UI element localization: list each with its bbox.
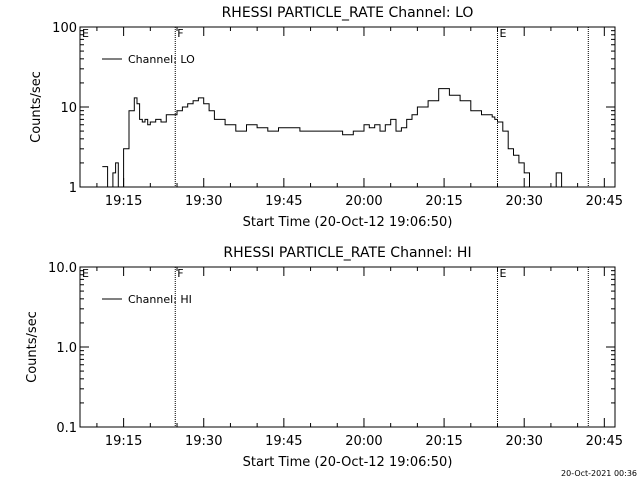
x-tick-label: 20:00 — [345, 434, 382, 449]
x-tick-label: 19:15 — [105, 194, 142, 209]
legend-label: Channel: HI — [128, 293, 192, 306]
x-tick-label: 20:45 — [586, 194, 623, 209]
chart-title: RHESSI PARTICLE_RATE Channel: HI — [223, 245, 471, 261]
annotation-label: F — [177, 27, 183, 40]
x-tick-label: 19:45 — [265, 434, 302, 449]
annotation-label: E — [82, 27, 89, 40]
chart-lo-channel: RHESSI PARTICLE_RATE Channel: LO 1 10 100 19… — [29, 5, 623, 230]
x-tick-label: 19:30 — [185, 434, 222, 449]
x-tick-label: 20:30 — [505, 194, 542, 209]
y-axis-label: Counts/sec — [29, 71, 44, 143]
annotation-label: E — [82, 267, 89, 280]
annotation-label: E — [499, 267, 506, 280]
legend-label: Channel: LO — [128, 53, 195, 66]
x-axis-label: Start Time (20-Oct-12 19:06:50) — [243, 215, 453, 230]
y-tick-label: 0.1 — [56, 421, 77, 436]
chart-hi-channel: RHESSI PARTICLE_RATE Channel: HI 0.1 1.0 10… — [25, 245, 623, 470]
x-tick-label: 19:45 — [265, 194, 302, 209]
y-tick-label: 100 — [52, 21, 77, 36]
annotation-label: E — [499, 27, 506, 40]
x-tick-label: 20:15 — [425, 434, 462, 449]
y-tick-label: 1.0 — [56, 341, 77, 356]
chart-title: RHESSI PARTICLE_RATE Channel: LO — [222, 5, 474, 21]
y-tick-label: 10 — [60, 101, 77, 116]
y-axis-label: Counts/sec — [25, 311, 40, 383]
y-tick-label: 10.0 — [48, 261, 77, 276]
x-tick-label: 20:45 — [586, 434, 623, 449]
x-tick-label: 20:30 — [505, 434, 542, 449]
footer-timestamp: 20-Oct-2021 00:36 — [561, 469, 637, 478]
plot-frame — [79, 26, 616, 188]
x-tick-label: 20:15 — [425, 194, 462, 209]
x-tick-label: 19:15 — [105, 434, 142, 449]
x-tick-label: 19:30 — [185, 194, 222, 209]
series-line — [102, 88, 567, 187]
y-tick-label: 1 — [69, 181, 77, 196]
x-axis-label: Start Time (20-Oct-12 19:06:50) — [243, 455, 453, 470]
annotation-label: F — [177, 267, 183, 280]
plot-frame — [79, 266, 616, 428]
x-tick-label: 20:00 — [345, 194, 382, 209]
